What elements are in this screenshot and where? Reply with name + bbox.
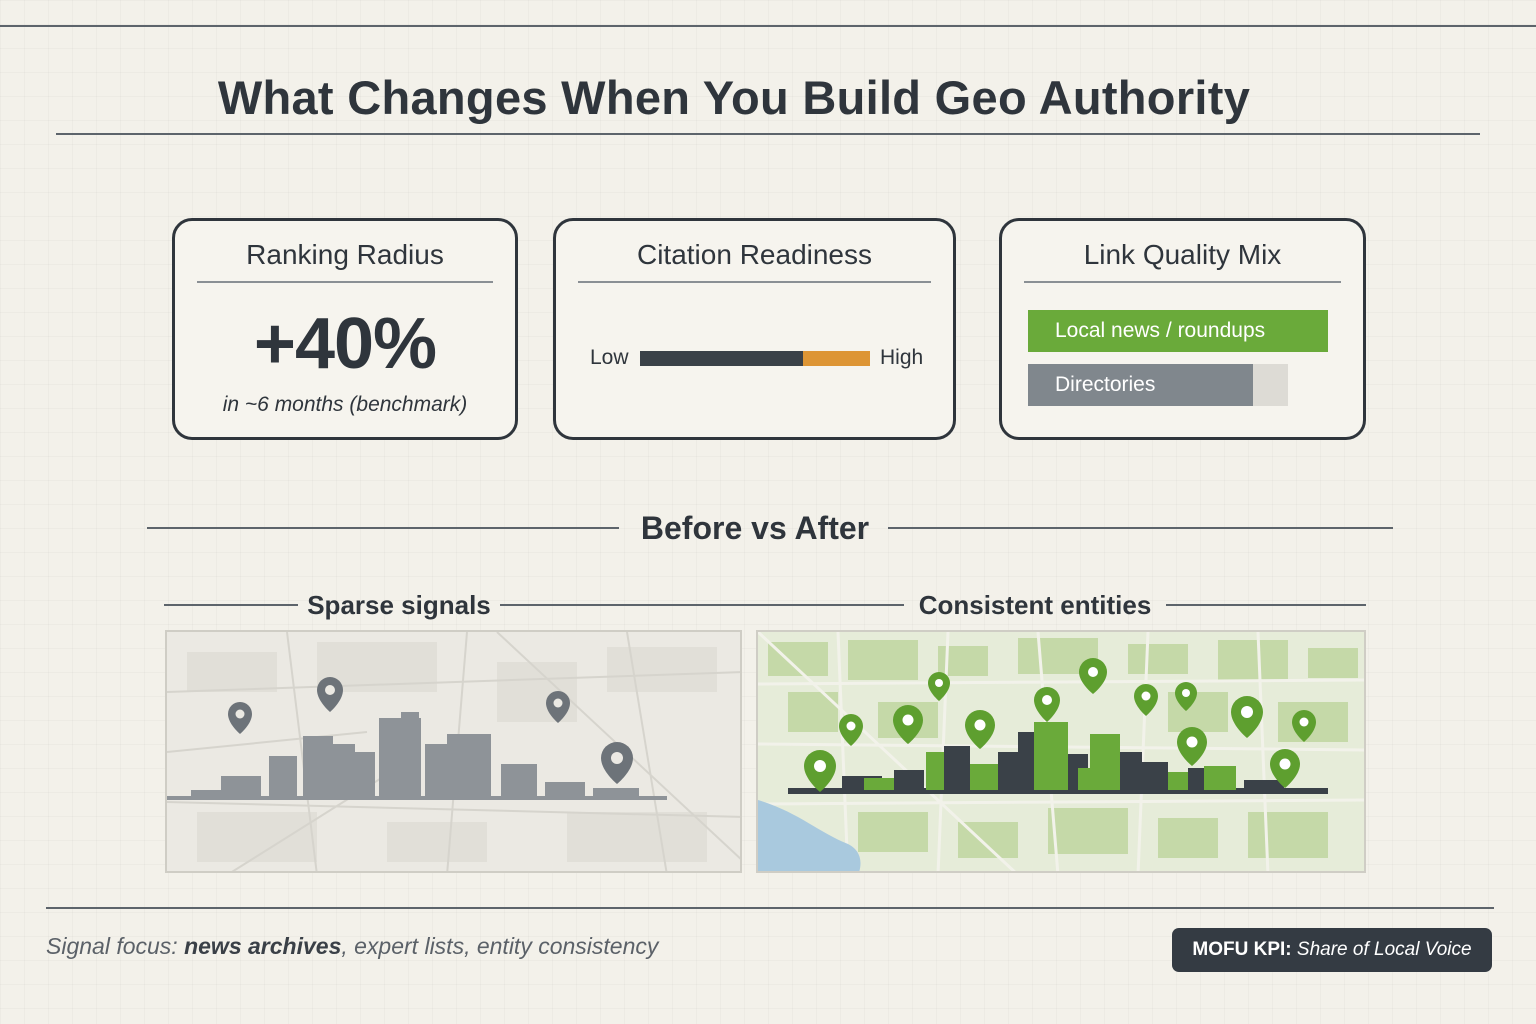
ranking-radius-value: +40% — [253, 304, 437, 384]
title-underline — [56, 133, 1480, 135]
comparison-rule-right — [888, 527, 1393, 529]
citation-readiness-title: Citation Readiness — [578, 239, 931, 283]
readiness-scale-fill — [640, 351, 804, 366]
before-rule-right — [500, 604, 904, 606]
page-title: What Changes When You Build Geo Authorit… — [217, 71, 1251, 124]
readiness-scale-track — [640, 351, 870, 366]
link-quality-card: Link Quality Mix Local news / roundups D… — [999, 218, 1366, 440]
link-mix-row-directories: Directories — [1028, 364, 1288, 406]
scale-low-label: Low — [590, 346, 629, 369]
scale-high-label: High — [880, 346, 924, 369]
ranking-radius-title: Ranking Radius — [197, 239, 493, 283]
before-label: Sparse signals — [307, 590, 491, 620]
after-rule-right — [1166, 604, 1366, 606]
kpi-label: MOFU KPI: — [1192, 939, 1292, 960]
citation-readiness-card: Citation Readiness Low High — [553, 218, 956, 440]
link-mix-bar-directories — [1028, 364, 1254, 406]
top-rule — [0, 25, 1536, 27]
link-mix-label-news: Local news / roundups — [1055, 319, 1266, 342]
signal-focus-emphasis: news archives — [184, 933, 342, 959]
after-skyline — [788, 722, 1328, 794]
before-map — [165, 630, 742, 873]
before-map-pins — [228, 677, 633, 784]
after-label: Consistent entities — [918, 590, 1152, 620]
link-mix-row-news: Local news / roundups — [1028, 310, 1328, 352]
after-map — [756, 630, 1366, 873]
link-mix-bar-news — [1028, 310, 1328, 352]
after-map-illustration — [758, 632, 1364, 871]
comparison-rule-left — [147, 527, 619, 529]
ranking-radius-card: Ranking Radius +40% in ~6 months (benchm… — [172, 218, 518, 440]
link-quality-title: Link Quality Mix — [1024, 239, 1341, 283]
kpi-value: Share of Local Voice — [1296, 939, 1472, 960]
comparison-heading: Before vs After — [640, 510, 870, 546]
river-shape — [758, 800, 861, 871]
footer-rule — [46, 907, 1494, 909]
signal-focus-prefix: Signal focus: — [46, 933, 185, 959]
kpi-badge: MOFU KPI: Share of Local Voice — [1172, 928, 1492, 972]
signal-focus-suffix: , expert lists, entity consistency — [341, 933, 659, 959]
after-map-pins — [804, 658, 1316, 792]
before-rule-left — [164, 604, 298, 606]
link-mix-label-directories: Directories — [1055, 373, 1156, 396]
before-map-illustration — [167, 632, 740, 871]
ranking-radius-note: in ~6 months (benchmark) — [222, 393, 468, 416]
signal-focus-text: Signal focus: news archives, expert list… — [46, 933, 658, 960]
